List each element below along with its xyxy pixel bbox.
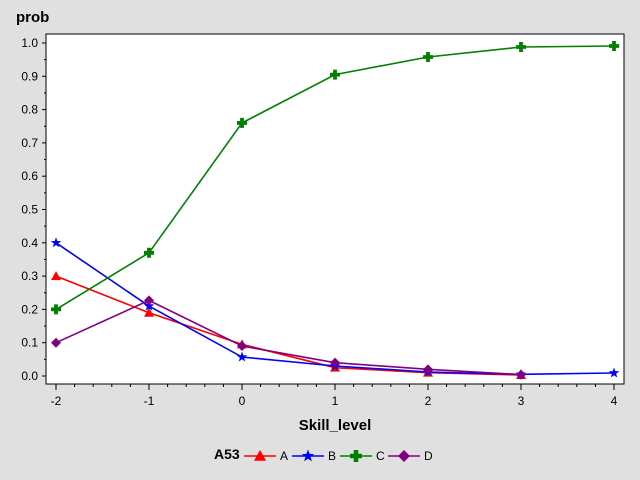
- x-tick-label: 2: [425, 394, 432, 408]
- data-point: [51, 337, 61, 348]
- y-tick-label: 0.5: [21, 203, 38, 217]
- y-tick-label: 0.9: [21, 69, 38, 83]
- x-axis-title: Skill_level: [299, 417, 372, 434]
- legend: A53 A B C D: [214, 446, 433, 463]
- data-point: [608, 367, 620, 378]
- data-point: [51, 304, 61, 315]
- y-tick-label: 0.1: [21, 336, 38, 350]
- data-point: [237, 341, 247, 352]
- legend-label: D: [424, 449, 433, 463]
- y-tick-label: 0.3: [21, 269, 38, 283]
- x-tick-label: -2: [51, 394, 62, 408]
- y-tick-label: 0.0: [21, 369, 38, 383]
- legend-item: D: [388, 449, 433, 463]
- legend-marker: [350, 450, 362, 462]
- data-point: [609, 40, 619, 51]
- data-point: [237, 117, 247, 128]
- y-tick-label: 0.2: [21, 302, 38, 316]
- data-point: [423, 51, 433, 62]
- y-tick-label: 0.8: [21, 103, 38, 117]
- x-tick-label: -1: [144, 394, 155, 408]
- legend-title: A53: [214, 446, 240, 462]
- series-C: [51, 40, 619, 315]
- data-point: [330, 357, 340, 368]
- legend-item: A: [244, 449, 288, 463]
- legend-label: B: [328, 449, 336, 463]
- legend-marker: [301, 449, 315, 462]
- x-tick-label: 3: [518, 394, 525, 408]
- data-point: [516, 41, 526, 52]
- data-point: [50, 237, 62, 248]
- y-axis: 0.0 0.1 0.2 0.3 0.4 0.5 0.6 0.7 0.8 0.9 1.0: [21, 36, 46, 383]
- y-tick-label: 0.6: [21, 169, 38, 183]
- y-axis-title: prob: [16, 9, 49, 26]
- data-point: [144, 307, 154, 317]
- y-tick-label: 0.7: [21, 136, 38, 150]
- series-layer: [50, 40, 620, 380]
- legend-label: C: [376, 449, 385, 463]
- data-point: [144, 247, 154, 258]
- legend-item: B: [292, 449, 336, 463]
- data-point: [51, 271, 61, 281]
- data-point: [423, 364, 433, 375]
- series-line: [55, 299, 522, 376]
- x-tick-label: 1: [332, 394, 339, 408]
- x-axis: -2 -1 0 1 2 3 4: [51, 384, 618, 408]
- data-point: [236, 351, 248, 362]
- legend-marker: [254, 450, 266, 461]
- x-tick-label: 4: [611, 394, 618, 408]
- data-point: [516, 369, 526, 380]
- y-tick-label: 1.0: [21, 36, 38, 50]
- data-point: [144, 295, 154, 306]
- legend-label: A: [280, 449, 288, 463]
- series-D: [51, 295, 526, 380]
- plot-area: [45, 33, 625, 385]
- y-tick-label: 0.4: [21, 236, 38, 250]
- legend-marker: [398, 450, 410, 462]
- data-point: [143, 300, 155, 311]
- data-point: [330, 69, 340, 80]
- x-tick-label: 0: [239, 394, 246, 408]
- legend-item: C: [340, 449, 385, 463]
